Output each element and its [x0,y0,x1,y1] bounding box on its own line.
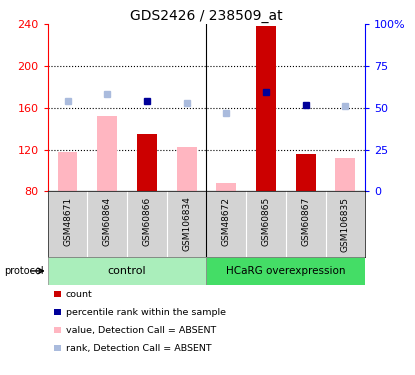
Bar [207,257,385,285]
Bar [256,27,276,191]
Text: GSM48671: GSM48671 [63,196,72,246]
Title: GDS2426 / 238509_at: GDS2426 / 238509_at [130,9,283,23]
Text: GSM60866: GSM60866 [142,196,151,246]
Text: HCaRG overexpression: HCaRG overexpression [226,266,346,276]
Text: percentile rank within the sample: percentile rank within the sample [66,308,226,317]
Text: control: control [108,266,146,276]
Text: count: count [66,290,92,299]
Bar [48,257,207,285]
Text: GSM60867: GSM60867 [301,196,310,246]
Text: GSM48672: GSM48672 [222,196,231,246]
Bar [137,134,157,191]
Bar [177,147,197,191]
Bar [58,152,78,191]
Text: GSM60864: GSM60864 [103,196,112,246]
Text: rank, Detection Call = ABSENT: rank, Detection Call = ABSENT [66,344,211,353]
Bar [216,183,236,191]
Text: GSM106835: GSM106835 [341,196,350,252]
Bar [98,116,117,191]
Text: value, Detection Call = ABSENT: value, Detection Call = ABSENT [66,326,216,335]
Bar [335,158,355,191]
Text: GSM106834: GSM106834 [182,196,191,251]
Bar [296,154,315,191]
Text: protocol: protocol [4,266,44,276]
Text: GSM60865: GSM60865 [261,196,271,246]
